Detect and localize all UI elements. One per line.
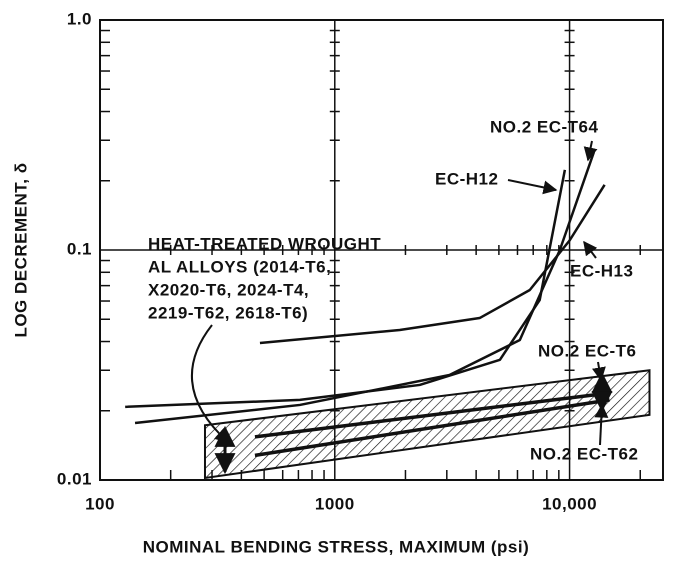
band-label: 2219-T62, 2618-T6) (148, 303, 308, 322)
series-label: NO.2 EC-T62 (530, 444, 638, 463)
band-label: AL ALLOYS (2014-T6, (148, 257, 331, 276)
series-label: EC-H13 (570, 261, 633, 280)
line-series (125, 169, 567, 409)
y-tick-label: 1.0 (67, 9, 92, 28)
band-label: X2020-T6, 2024-T4, (148, 280, 309, 299)
x-tick-label: 1000 (315, 494, 355, 513)
line-series (134, 151, 596, 425)
band-label: HEAT-TREATED WROUGHT (148, 234, 381, 253)
line-series (254, 391, 610, 439)
line-series (254, 398, 610, 458)
series-label: EC-H12 (435, 169, 498, 188)
x-tick-label: 10,000 (542, 494, 597, 513)
leader-line (583, 240, 598, 259)
leader-line (507, 179, 558, 195)
series-label: NO.2 EC-T6 (538, 341, 637, 360)
scatter-band (203, 369, 651, 480)
line-series (259, 184, 606, 345)
y-axis-label: LOG DECREMENT, δ (11, 162, 30, 337)
y-tick-label: 0.01 (57, 469, 92, 488)
x-axis-label: NOMINAL BENDING STRESS, MAXIMUM (psi) (143, 537, 530, 556)
y-tick-label: 0.1 (67, 239, 92, 258)
series-label: NO.2 EC-T64 (490, 117, 599, 136)
leader-line (583, 140, 598, 162)
x-tick-label: 100 (85, 494, 115, 513)
